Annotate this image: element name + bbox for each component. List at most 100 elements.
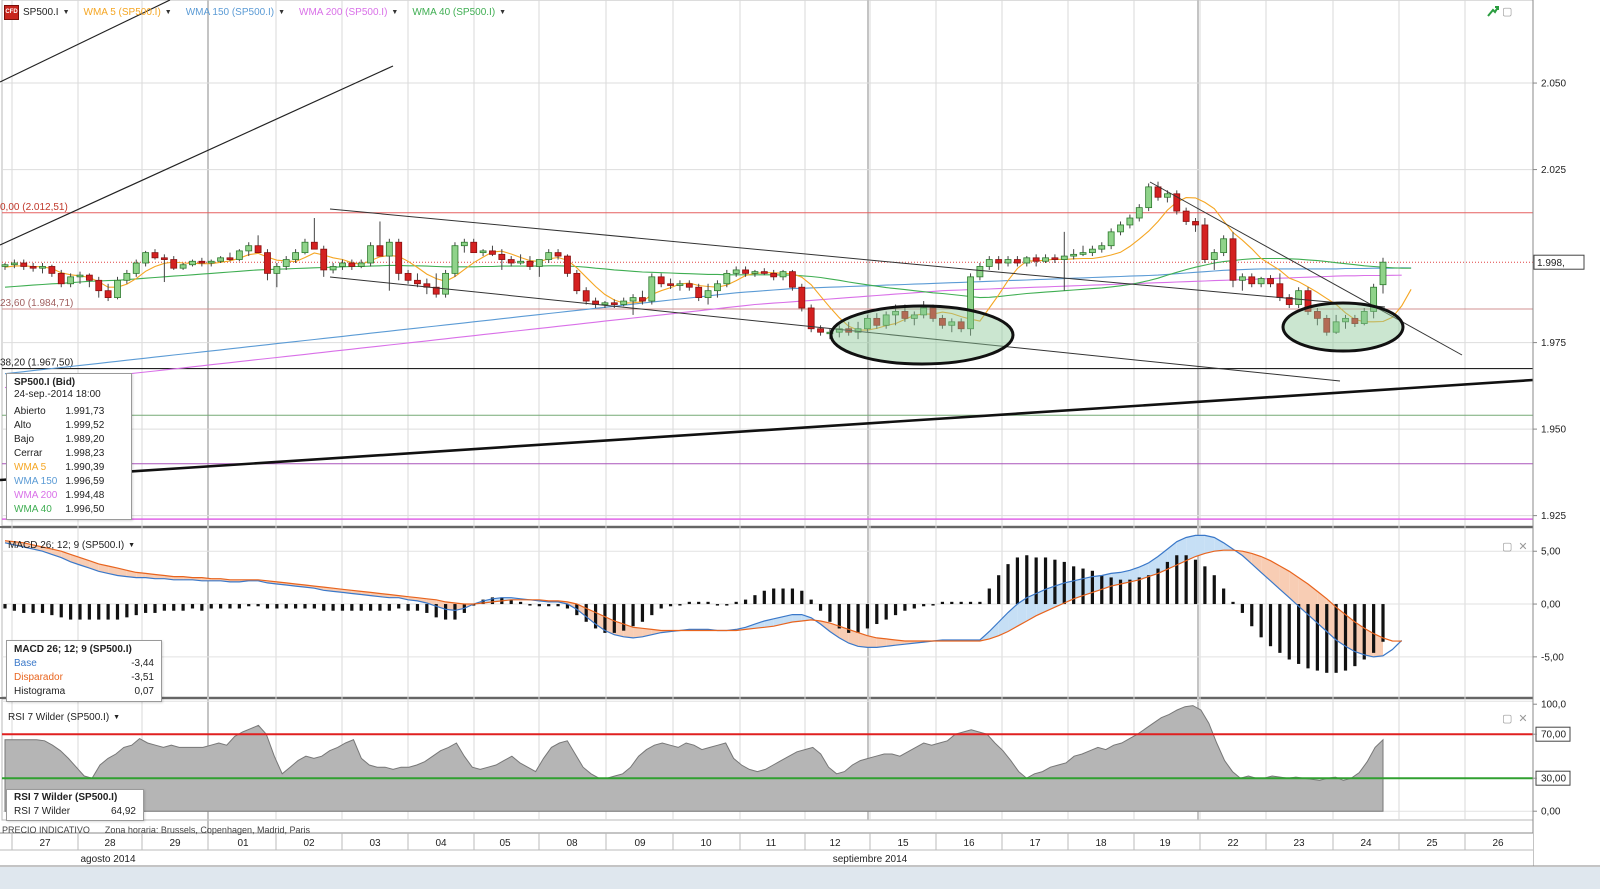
macd-histogram-bar <box>1287 604 1291 660</box>
macd-histogram-bar <box>800 590 804 605</box>
candle-body <box>704 290 712 299</box>
trend-arrow-icon[interactable] <box>1486 4 1500 18</box>
macd-histogram-bar <box>865 604 870 629</box>
ma-line-wma40 <box>4 257 1412 299</box>
macd-fill-segment <box>426 598 437 607</box>
tooltip-row-value: -3,51 <box>131 671 154 683</box>
time-tick-label: 27 <box>39 838 51 849</box>
time-tick-label: 05 <box>499 838 511 849</box>
macd-fill-segment <box>1204 535 1215 554</box>
macd-histogram-bar <box>753 595 757 605</box>
macd-fill-segment <box>1129 567 1140 582</box>
macd-histogram-bar <box>200 604 204 611</box>
axis-tick-label: -5,00 <box>1541 652 1564 663</box>
macd-histogram-bar <box>1006 564 1010 605</box>
macd-histogram-bar <box>144 604 148 613</box>
candle-body <box>620 300 628 305</box>
macd-histogram-bar <box>322 604 326 611</box>
candle-body <box>1276 283 1284 299</box>
macd-fill-segment <box>1251 553 1262 573</box>
macd-fill-segment <box>858 632 868 648</box>
tooltip-row: WMA 150 1.996,59 <box>14 474 104 488</box>
restore-window-icon[interactable]: ▢ <box>1502 713 1513 725</box>
macd-histogram-bar <box>1147 575 1151 605</box>
tooltip-row: Cerrar 1.998,23 <box>14 446 104 460</box>
macd-histogram-bar <box>1240 604 1244 613</box>
candle-body <box>301 241 309 254</box>
close-icon[interactable]: ✕ <box>1518 713 1528 725</box>
macd-fill-segment <box>1279 566 1290 598</box>
symbol-selector[interactable]: CFD SP500.I ▼ <box>4 4 70 20</box>
time-tick-label: 15 <box>897 838 909 849</box>
trendline <box>0 378 1534 482</box>
candle-body <box>676 283 684 286</box>
macd-histogram-bar <box>1165 561 1169 605</box>
candle-body <box>57 272 65 285</box>
macd-histogram-bar <box>1184 555 1188 605</box>
candle-body <box>695 286 703 299</box>
close-icon[interactable]: ✕ <box>1518 541 1528 553</box>
macd-panel-window-controls[interactable]: ▢ ✕ <box>1502 540 1528 553</box>
macd-histogram-bar <box>1175 555 1179 605</box>
rsi-data-tooltip: RSI 7 Wilder (SP500.I) RSI 7 Wilder 64,92 <box>6 789 144 821</box>
candle-body <box>442 272 449 295</box>
candle-body <box>320 248 328 271</box>
macd-histogram-bar <box>950 601 954 605</box>
candle-body <box>1285 297 1293 305</box>
rsi-panel-window-controls[interactable]: ▢ ✕ <box>1502 712 1528 725</box>
indicator-wma40[interactable]: WMA 40 (SP500.I) ▼ <box>412 7 506 18</box>
candle-body <box>245 245 253 252</box>
indicator-label: WMA 5 (SP500.I) <box>83 6 161 18</box>
macd-histogram-bar <box>237 604 241 609</box>
macd-fill-segment <box>783 614 793 625</box>
candle-body <box>451 245 459 274</box>
macd-histogram-bar <box>115 604 120 620</box>
macd-histogram-bar <box>87 604 91 620</box>
macd-fill-segment <box>586 608 596 625</box>
macd-histogram-bar <box>284 604 288 609</box>
restore-window-icon[interactable]: ▢ <box>1502 6 1513 18</box>
macd-histogram-bar <box>256 604 260 607</box>
macd-histogram-bar <box>1231 601 1235 605</box>
candle-body <box>732 269 740 274</box>
candle-body <box>929 307 937 319</box>
candle-body <box>76 274 84 278</box>
macd-panel-header[interactable]: MACD 26; 12; 9 (SP500.I) ▼ <box>8 540 135 551</box>
candle-body <box>1304 290 1312 312</box>
indicator-wma5[interactable]: WMA 5 (SP500.I) ▼ <box>84 7 172 18</box>
macd-plot <box>3 534 1403 673</box>
chevron-down-icon: ▼ <box>278 8 286 16</box>
candle-body <box>798 286 806 309</box>
time-tick-label: 10 <box>700 838 712 849</box>
indicator-wma200[interactable]: WMA 200 (SP500.I) ▼ <box>299 7 398 18</box>
candle-body <box>723 272 731 285</box>
price-panel-window-controls[interactable]: ▢ <box>1502 5 1512 18</box>
candle-body <box>1229 238 1237 281</box>
rsi-panel-header[interactable]: RSI 7 Wilder (SP500.I) ▼ <box>8 712 120 723</box>
macd-histogram-bar <box>415 604 420 611</box>
candle-body <box>357 262 365 267</box>
macd-histogram-bar <box>762 590 766 605</box>
candle-body <box>404 272 412 281</box>
candle-body <box>714 283 721 292</box>
candle-body <box>1004 259 1012 264</box>
macd-fill-segment <box>792 614 802 623</box>
macd-histogram-bar <box>481 599 485 605</box>
macd-histogram-bar <box>537 604 541 607</box>
price-panel <box>1 0 1534 527</box>
macd-histogram-bar <box>968 601 973 605</box>
candle-body <box>985 259 993 267</box>
macd-histogram-bar <box>134 604 138 616</box>
symbol-label: SP500.I <box>23 6 59 18</box>
restore-window-icon[interactable]: ▢ <box>1502 541 1513 553</box>
candle-body <box>526 260 534 267</box>
macd-histogram-bar <box>359 604 363 611</box>
month-label: agosto 2014 <box>80 854 135 865</box>
indicator-wma150[interactable]: WMA 150 (SP500.I) ▼ <box>186 7 285 18</box>
candle-body <box>489 250 496 255</box>
candle-body <box>170 259 178 269</box>
macd-fill-segment <box>1186 535 1196 561</box>
macd-histogram-bar <box>631 604 635 627</box>
